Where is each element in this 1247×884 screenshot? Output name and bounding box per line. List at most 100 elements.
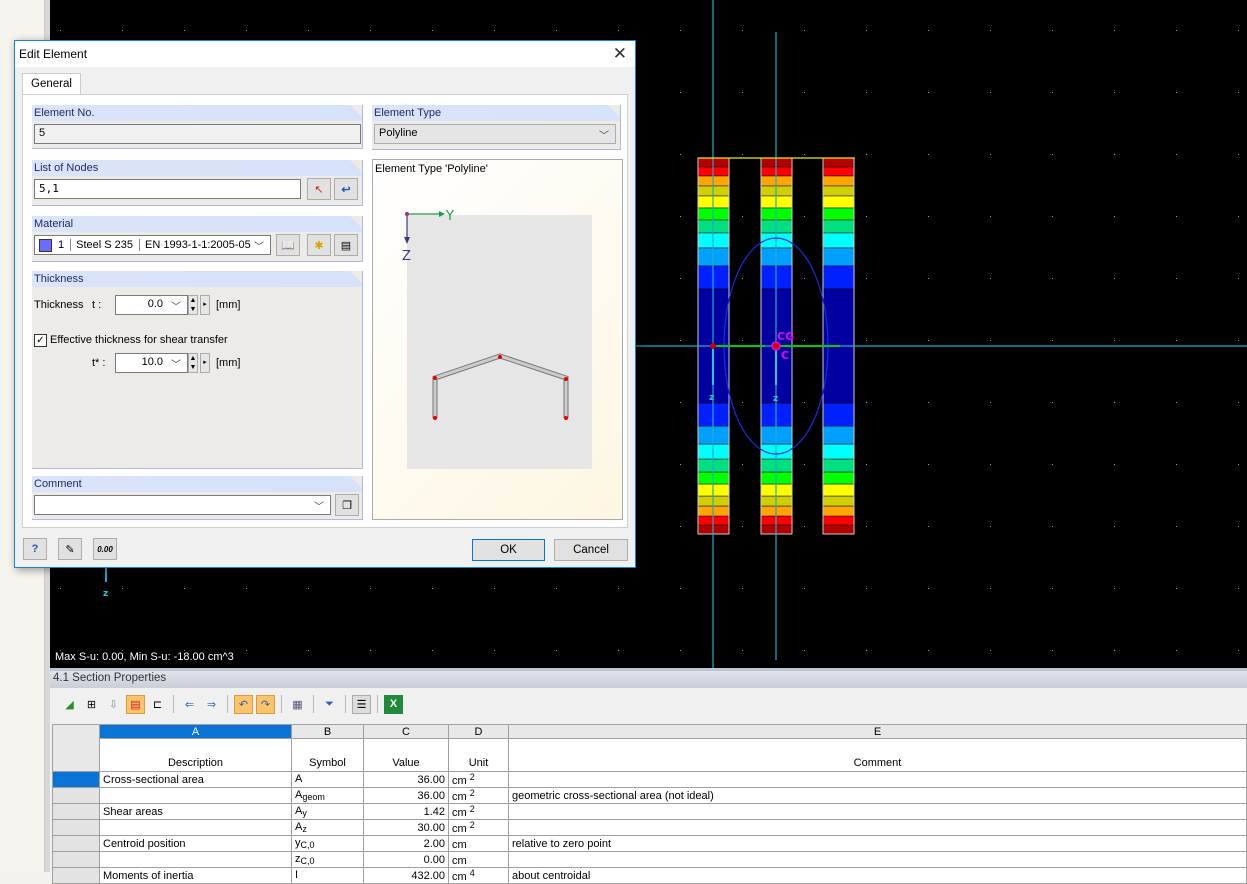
section-icon[interactable]: ◢ xyxy=(65,698,74,711)
ok-button[interactable]: OK xyxy=(472,539,545,561)
bracket-icon[interactable]: ⊏ xyxy=(152,698,163,711)
description-cell[interactable]: Centroid position xyxy=(99,835,292,852)
unit-cell[interactable]: cm 4 xyxy=(448,867,509,884)
column-letter-c[interactable]: C xyxy=(363,724,449,739)
comment-cell[interactable]: about centroidal xyxy=(508,867,1247,884)
symbol-cell[interactable]: Az xyxy=(291,819,364,836)
nodes-label: List of Nodes xyxy=(32,160,362,176)
table-row[interactable]: Ageom 36.00 cm 2 geometric cross-section… xyxy=(52,787,1247,804)
grid-dot xyxy=(1176,402,1177,403)
effective-thickness-input[interactable]: 10.0 ﹀ xyxy=(115,353,188,373)
nodes-input[interactable]: 5,1 xyxy=(34,179,301,199)
cancel-button[interactable]: Cancel xyxy=(554,539,628,561)
table-row[interactable]: Az 30.00 cm 2 xyxy=(52,819,1247,836)
corner-cell[interactable] xyxy=(52,724,100,772)
comment-cell[interactable] xyxy=(508,803,1247,820)
filter-icon[interactable]: ⏷ xyxy=(325,697,334,710)
description-cell[interactable] xyxy=(99,787,292,804)
comment-library-button[interactable]: ❐ xyxy=(335,494,359,516)
symbol-cell[interactable]: yC,0 xyxy=(291,835,364,852)
row-header[interactable] xyxy=(52,867,100,884)
symbol-subscript: C,0 xyxy=(300,856,315,866)
separator xyxy=(227,695,228,713)
row-header[interactable] xyxy=(52,851,100,868)
symbol-cell[interactable]: I xyxy=(291,867,364,884)
table-row[interactable]: Centroid position yC,0 2.00 cm relative … xyxy=(52,835,1247,852)
color-table-icon[interactable]: ▤ xyxy=(126,694,145,714)
table-row[interactable]: Shear areas Ay 1.42 cm 2 xyxy=(52,803,1247,820)
close-icon[interactable]: ✕ xyxy=(612,44,627,63)
column-letter-a[interactable]: A xyxy=(99,724,292,739)
unit-cell[interactable]: cm xyxy=(448,851,509,868)
effective-thickness-checkbox[interactable]: ✓ xyxy=(34,334,47,347)
value-cell[interactable]: 30.00 xyxy=(363,819,449,836)
pick-nodes-button[interactable]: ↖ xyxy=(307,178,331,200)
column-letter-e[interactable]: E xyxy=(508,724,1247,739)
unit-cell[interactable]: cm xyxy=(448,835,509,852)
previous-icon[interactable]: ⇐ xyxy=(184,698,195,711)
ts-symbol: t* : xyxy=(92,357,106,369)
comment-cell[interactable] xyxy=(508,819,1247,836)
symbol-cell[interactable]: zC,0 xyxy=(291,851,364,868)
unit-cell[interactable]: cm 2 xyxy=(448,787,509,804)
value-cell[interactable]: 0.00 xyxy=(363,851,449,868)
comment-input[interactable]: ﹀ xyxy=(34,495,331,515)
table-row[interactable]: Cross-sectional area A 36.00 cm 2 xyxy=(52,771,1247,788)
symbol-cell[interactable]: Ay xyxy=(291,803,364,820)
table-icon[interactable]: ▦ xyxy=(292,698,303,711)
insert-row-icon[interactable]: ⊞ xyxy=(86,698,97,711)
description-cell[interactable] xyxy=(99,851,292,868)
new-material-button[interactable]: ✱ xyxy=(307,234,331,256)
help-button[interactable]: ? xyxy=(23,538,47,560)
thickness-spinner[interactable]: ▲ ▼ xyxy=(188,295,198,315)
material-select[interactable]: 1 Steel S 235 EN 1993-1-1:2005-05 ﹀ xyxy=(34,235,271,255)
symbol-cell[interactable]: A xyxy=(291,771,364,788)
table-row[interactable]: Moments of inertia I 432.00 cm 4 about c… xyxy=(52,867,1247,884)
symbol-cell[interactable]: Ageom xyxy=(291,787,364,804)
row-header[interactable] xyxy=(52,803,100,820)
grid-dot xyxy=(866,650,867,651)
value-cell[interactable]: 36.00 xyxy=(363,787,449,804)
edit-material-button[interactable]: ▤ xyxy=(334,234,358,256)
column-letter-d[interactable]: D xyxy=(448,724,509,739)
unit-cell[interactable]: cm 2 xyxy=(448,771,509,788)
value-cell[interactable]: 2.00 xyxy=(363,835,449,852)
chart-icon[interactable]: ☰ xyxy=(352,694,371,714)
effective-thickness-spinner[interactable]: ▲ ▼ xyxy=(188,353,198,373)
row-header[interactable] xyxy=(52,835,100,852)
next-icon[interactable]: ⇒ xyxy=(206,698,217,711)
row-header[interactable] xyxy=(52,771,100,788)
excel-icon[interactable]: X xyxy=(384,694,403,714)
edit-button[interactable]: ✎ xyxy=(58,538,82,560)
row-header[interactable] xyxy=(52,787,100,804)
description-cell[interactable]: Shear areas xyxy=(99,803,292,820)
row-header[interactable] xyxy=(52,819,100,836)
units-button[interactable]: 0.00 xyxy=(93,538,117,560)
material-library-button[interactable]: 📖 xyxy=(276,234,300,256)
comment-cell[interactable] xyxy=(508,851,1247,868)
thickness-arrow-button[interactable]: ▸ xyxy=(200,295,210,315)
comment-cell[interactable]: relative to zero point xyxy=(508,835,1247,852)
description-cell[interactable]: Cross-sectional area xyxy=(99,771,292,788)
reverse-button[interactable]: ↩ xyxy=(334,178,358,200)
unit-cell[interactable]: cm 2 xyxy=(448,819,509,836)
unit-exponent: 4 xyxy=(469,868,475,879)
element-type-select[interactable]: Polyline ﹀ xyxy=(374,124,616,144)
value-cell[interactable]: 432.00 xyxy=(363,867,449,884)
description-cell[interactable]: Moments of inertia xyxy=(99,867,292,884)
unit-cell[interactable]: cm 2 xyxy=(448,803,509,820)
grid-dot xyxy=(928,340,929,341)
column-letter-b[interactable]: B xyxy=(291,724,364,739)
comment-cell[interactable]: geometric cross-sectional area (not idea… xyxy=(508,787,1247,804)
description-cell[interactable] xyxy=(99,819,292,836)
move-down-icon[interactable]: ⇩ xyxy=(108,698,119,711)
value-cell[interactable]: 1.42 xyxy=(363,803,449,820)
tab-general[interactable]: General xyxy=(22,73,81,94)
table-row[interactable]: zC,0 0.00 cm xyxy=(52,851,1247,868)
effective-thickness-arrow-button[interactable]: ▸ xyxy=(200,353,210,373)
rotate-right-icon[interactable]: ↷ xyxy=(256,694,275,714)
value-cell[interactable]: 36.00 xyxy=(363,771,449,788)
comment-cell[interactable] xyxy=(508,771,1247,788)
rotate-left-icon[interactable]: ↶ xyxy=(234,694,253,714)
thickness-input[interactable]: 0.0 ﹀ xyxy=(115,295,188,315)
